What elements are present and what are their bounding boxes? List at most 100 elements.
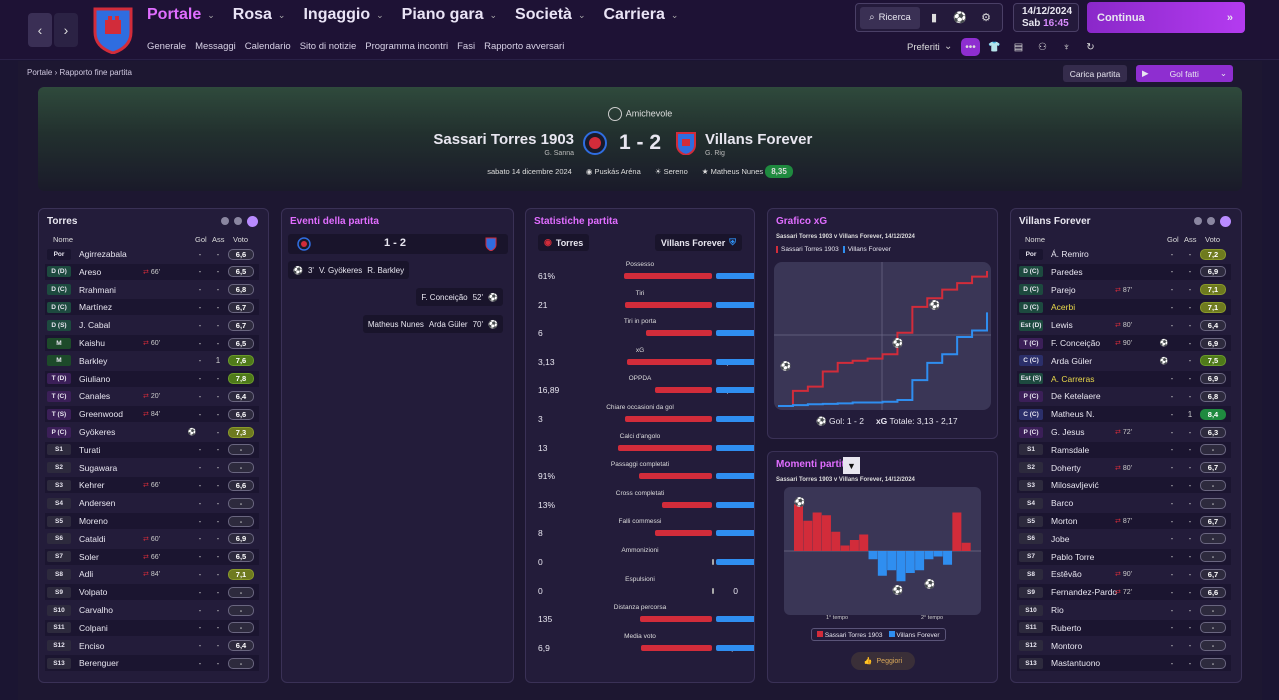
player-name[interactable]: Rio — [1051, 605, 1064, 615]
player-name[interactable]: Jobe — [1051, 533, 1070, 544]
player-name[interactable]: Barco — [1051, 498, 1074, 509]
event-row[interactable]: Matheus Nunes Arda Güler 70' ⚽ — [362, 315, 503, 333]
player-name[interactable]: F. Conceição — [1051, 338, 1101, 348]
view-toggle[interactable] — [1194, 216, 1231, 227]
player-name[interactable]: G. Jesus — [1051, 427, 1085, 437]
table-row[interactable]: S1 Turati - - - — [45, 441, 259, 458]
player-name[interactable]: Arda Güler — [1051, 355, 1093, 366]
table-row[interactable]: S12 Enciso - -6,4 — [45, 638, 259, 654]
table-row[interactable]: Por Á. Remiro - -7,2 — [1017, 246, 1231, 262]
table-row[interactable]: S6 Jobe - - - — [1017, 531, 1231, 547]
table-row[interactable]: S11 Ruberto - - - — [1017, 619, 1231, 636]
player-name[interactable]: Areso — [79, 266, 102, 277]
competition[interactable]: Amichevole — [38, 107, 1242, 121]
player-name[interactable]: Rrahmani — [79, 284, 116, 295]
player-name[interactable]: Fernandez-Pardo — [1051, 587, 1118, 598]
player-name[interactable]: Pablo Torre — [1051, 551, 1095, 562]
player-name[interactable]: Paredes — [1051, 266, 1083, 277]
gear-icon[interactable]: ⚙ — [981, 12, 991, 24]
table-row[interactable]: D (C) Martínez - -6,7 — [45, 299, 259, 316]
table-row[interactable]: T (C) F. Conceição ⇄ 90' ⚽ -6,9 — [1017, 335, 1231, 351]
player-name[interactable]: Colpani — [79, 622, 108, 633]
menu-item-portale[interactable]: Portale ⌄ — [147, 6, 215, 24]
table-row[interactable]: S2 Sugawara - - - — [45, 460, 259, 476]
player-name[interactable]: Carvalho — [79, 605, 114, 615]
table-row[interactable]: T (D) Giuliano - -7,8 — [45, 370, 259, 387]
table-row[interactable]: S9 Fernandez-Pardo ⇄ 72' - -6,6 — [1017, 584, 1231, 601]
table-row[interactable]: D (D) Areso ⇄ 66' - -6,5 — [45, 263, 259, 280]
menu-item-società[interactable]: Società ⌄ — [515, 6, 585, 24]
tactics-icon[interactable]: ⚇ — [1038, 41, 1047, 53]
menu-item-carriera[interactable]: Carriera ⌄ — [604, 6, 679, 24]
player-name[interactable]: Ruberto — [1051, 622, 1082, 633]
worst-button[interactable]: 👍 Peggiori — [851, 652, 915, 670]
club-crest-icon[interactable] — [92, 6, 134, 54]
breadcrumb-root[interactable]: Portale — [27, 68, 53, 77]
player-name[interactable]: Matheus N. — [1051, 409, 1095, 420]
clipboard-icon[interactable]: ▤ — [1013, 41, 1024, 53]
table-row[interactable]: S7 Pablo Torre - - - — [1017, 548, 1231, 565]
player-name[interactable]: De Ketelaere — [1051, 391, 1101, 402]
dropdown-arrow-icon[interactable]: ▼ — [843, 457, 860, 474]
player-name[interactable]: Martínez — [79, 302, 113, 313]
table-row[interactable]: S11 Colpani - - - — [45, 619, 259, 636]
player-name[interactable]: Milosavljević — [1051, 480, 1099, 491]
event-row[interactable]: ⚽ 3' V. Gyökeres R. Barkley — [288, 261, 410, 279]
player-name[interactable]: Giuliano — [79, 373, 111, 384]
table-row[interactable]: D (C) Acerbi - -7,1 — [1017, 299, 1231, 316]
stats-home-tab[interactable]: ◉ Torres — [538, 234, 590, 251]
player-name[interactable]: Gyökeres — [79, 427, 116, 437]
player-name[interactable]: Montoro — [1051, 640, 1083, 651]
table-row[interactable]: S12 Montoro - - - — [1017, 638, 1231, 654]
search-button[interactable]: ⌕ Ricerca — [860, 6, 920, 29]
stats-away-tab[interactable]: Villans Forever ⛨ — [654, 234, 742, 251]
view-dot-active[interactable] — [1220, 216, 1231, 227]
player-name[interactable]: Lewis — [1051, 320, 1073, 331]
player-name[interactable]: Cataldi — [79, 533, 106, 544]
player-name[interactable]: Doherty — [1051, 462, 1081, 473]
shirt-icon[interactable]: 👕 — [988, 41, 1001, 53]
view-dot[interactable] — [234, 217, 242, 225]
table-row[interactable]: S6 Cataldi ⇄ 60' - -6,9 — [45, 531, 259, 547]
submenu-item[interactable]: Fasi — [457, 41, 476, 52]
table-row[interactable]: D (C) Paredes - -6,9 — [1017, 263, 1231, 280]
menu-item-piano-gara[interactable]: Piano gara ⌄ — [402, 6, 497, 24]
ball-icon[interactable]: ⚽ — [953, 12, 967, 24]
view-dot[interactable] — [1194, 217, 1202, 225]
player-of-match[interactable]: ★ Matheus Nunes 8,35 — [702, 165, 793, 178]
player-name[interactable]: Estêvão — [1051, 569, 1082, 580]
stadium[interactable]: ◉ Puskás Aréna — [585, 167, 641, 176]
player-name[interactable]: Moreno — [79, 516, 108, 526]
view-dot-active[interactable] — [247, 216, 258, 227]
view-toggle[interactable] — [221, 216, 258, 227]
table-row[interactable]: S2 Doherty ⇄ 80' - -6,7 — [1017, 460, 1231, 476]
table-row[interactable]: S13 Mastantuono - - - — [1017, 655, 1231, 672]
player-name[interactable]: Turati — [79, 444, 101, 455]
player-name[interactable]: Sugawara — [79, 462, 118, 473]
player-name[interactable]: A. Carreras — [1051, 373, 1095, 384]
event-row[interactable]: F. Conceição 52' ⚽ — [416, 288, 503, 306]
table-row[interactable]: S8 Adli ⇄ 84' - -7,1 — [45, 566, 259, 582]
goals-dropdown[interactable]: ▶ Gol fatti ⌄ — [1136, 65, 1233, 82]
table-row[interactable]: S3 Milosavljević - - - — [1017, 477, 1231, 494]
menu-item-ingaggio[interactable]: Ingaggio ⌄ — [303, 6, 383, 24]
table-row[interactable]: P (C) G. Jesus ⇄ 72' - -6,3 — [1017, 424, 1231, 440]
table-row[interactable]: S1 Ramsdale - - - — [1017, 441, 1231, 458]
player-name[interactable]: Soler — [79, 551, 99, 562]
table-row[interactable]: S5 Moreno - - - — [45, 513, 259, 529]
away-team-name[interactable]: Villans Forever — [705, 131, 813, 148]
table-row[interactable]: T (S) Greenwood ⇄ 84' - -6,6 — [45, 406, 259, 423]
player-name[interactable]: Greenwood — [79, 409, 123, 420]
player-name[interactable]: Á. Remiro — [1051, 249, 1089, 259]
date-display[interactable]: 14/12/2024 Sab 16:45 — [1013, 3, 1079, 32]
table-row[interactable]: S13 Berenguer - - - — [45, 655, 259, 672]
view-dot[interactable] — [221, 217, 229, 225]
back-button[interactable]: ‹ — [28, 13, 52, 47]
submenu-item[interactable]: Messaggi — [195, 41, 236, 52]
trophy-icon[interactable]: ♆ — [1062, 41, 1071, 53]
load-match-button[interactable]: Carica partita — [1063, 65, 1127, 82]
table-row[interactable]: C (C) Arda Güler ⚽ -7,5 — [1017, 353, 1231, 369]
table-row[interactable]: S4 Barco - - - — [1017, 495, 1231, 511]
submenu-item[interactable]: Sito di notizie — [299, 41, 357, 52]
table-row[interactable]: D (C) Parejo ⇄ 87' - -7,1 — [1017, 282, 1231, 298]
